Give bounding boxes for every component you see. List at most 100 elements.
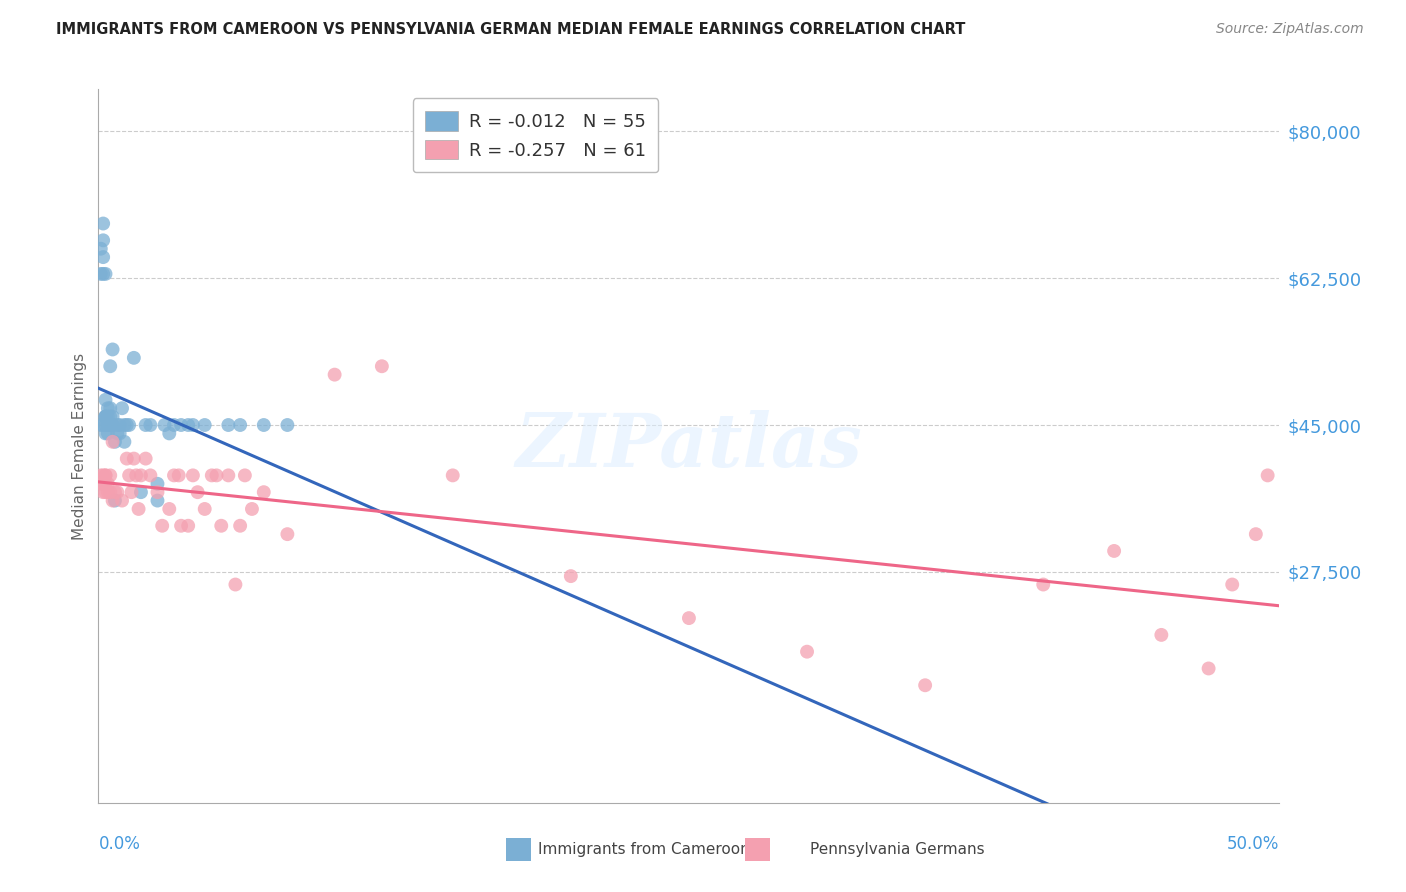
Point [205,468,228,483]
Point [94,468,117,483]
Text: 0.0%: 0.0% [98,835,141,853]
Point [121,485,143,500]
Point [163,417,186,432]
Point [101,343,124,357]
Point [167,468,190,483]
Point [128,502,150,516]
Point [323,368,346,382]
Point [187,485,209,500]
Point [240,502,263,516]
Point [217,468,239,483]
Point [104,493,127,508]
Text: Source: ZipAtlas.com: Source: ZipAtlas.com [1216,22,1364,37]
Point [153,417,176,432]
Point [94,409,117,424]
Point [276,417,298,432]
Point [91,468,114,483]
Point [90,242,112,256]
Point [90,468,112,483]
Point [97,409,120,424]
Point [125,468,148,483]
Point [441,468,464,483]
Point [112,417,135,432]
Point [94,417,117,432]
Point [146,493,169,508]
Point [91,217,114,231]
Point [796,645,818,659]
Point [115,417,138,432]
Point [91,267,114,281]
Point [98,468,121,483]
Point [90,267,112,281]
Text: IMMIGRANTS FROM CAMEROON VS PENNSYLVANIA GERMAN MEDIAN FEMALE EARNINGS CORRELATI: IMMIGRANTS FROM CAMEROON VS PENNSYLVANIA… [56,22,966,37]
Point [105,417,128,432]
Point [181,468,204,483]
Point [97,417,120,432]
Point [253,485,276,500]
Point [101,409,124,424]
Point [170,417,193,432]
Point [224,577,246,591]
Text: Pennsylvania Germans: Pennsylvania Germans [810,842,984,857]
Point [104,485,127,500]
Point [914,678,936,692]
Point [129,468,152,483]
Point [1102,544,1125,558]
Point [94,485,117,500]
Text: 50.0%: 50.0% [1227,835,1279,853]
Point [98,485,121,500]
Point [146,485,169,500]
Point [98,359,121,374]
Point [98,417,121,432]
Point [91,476,114,491]
Point [177,417,200,432]
Point [122,451,145,466]
Point [108,426,131,441]
Point [1257,468,1279,483]
Text: ZIPatlas: ZIPatlas [516,409,862,483]
Point [139,468,162,483]
Point [118,468,141,483]
Point [1220,577,1243,591]
Point [201,468,224,483]
Point [122,351,145,365]
Point [209,518,232,533]
Point [108,417,131,432]
Point [101,417,124,432]
Point [112,434,135,449]
Point [104,434,127,449]
Point [105,485,128,500]
Point [233,468,256,483]
Point [94,426,117,441]
Point [157,426,180,441]
Point [101,417,124,432]
Point [194,417,217,432]
Point [105,426,128,441]
Point [97,485,120,500]
Point [229,518,252,533]
Point [560,569,582,583]
Point [194,502,217,516]
Point [91,250,114,264]
Point [170,518,193,533]
Point [118,417,141,432]
Point [94,267,117,281]
Point [115,451,138,466]
Point [94,468,117,483]
Text: Immigrants from Cameroon: Immigrants from Cameroon [538,842,751,857]
Point [678,611,700,625]
Legend: R = -0.012   N = 55, R = -0.257   N = 61: R = -0.012 N = 55, R = -0.257 N = 61 [412,98,658,172]
Point [371,359,394,374]
Point [1244,527,1267,541]
Point [253,417,276,432]
Point [1032,577,1054,591]
Point [97,401,120,416]
Point [229,417,252,432]
Point [146,476,169,491]
Point [135,451,157,466]
Point [91,233,114,247]
Y-axis label: Median Female Earnings: Median Female Earnings [72,352,87,540]
Point [91,485,114,500]
Point [94,392,117,407]
Point [98,401,121,416]
